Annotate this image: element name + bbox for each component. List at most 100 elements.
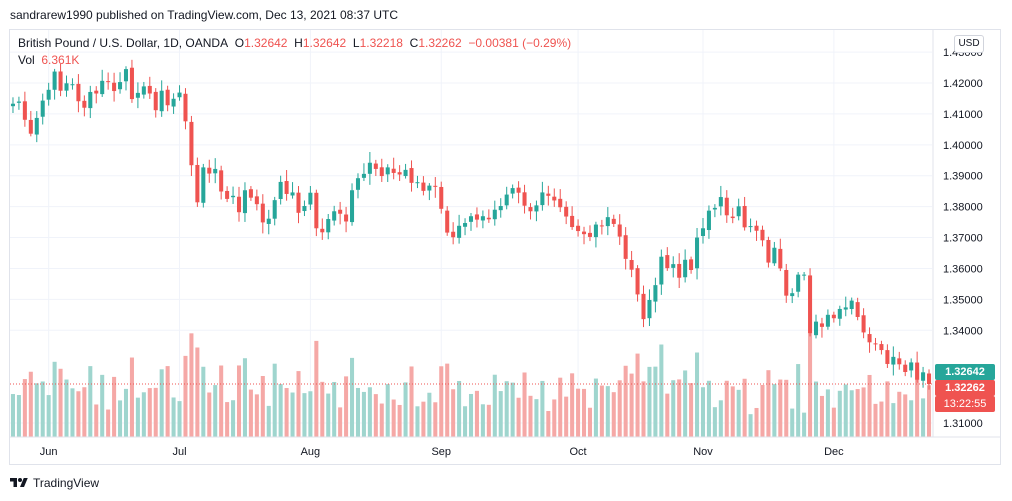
time-tick-label: Aug	[301, 446, 321, 458]
volume-bar	[825, 389, 830, 437]
volume-bar	[34, 383, 39, 437]
candle-body	[843, 307, 848, 310]
candle-body	[82, 100, 87, 108]
candle-body	[498, 206, 503, 211]
price-tick-label: 1.38000	[943, 202, 983, 214]
chart-frame	[9, 29, 1001, 465]
candle-body	[94, 90, 99, 94]
price-tick-label: 1.41000	[943, 109, 983, 121]
volume-bar	[903, 394, 908, 437]
candle-body	[100, 80, 105, 95]
volume-bar	[397, 404, 402, 437]
candle-body	[28, 119, 33, 134]
candle-body	[474, 214, 479, 220]
candle-body	[879, 344, 884, 351]
volume-bar	[141, 392, 146, 437]
volume-bar	[373, 394, 378, 437]
candle-body	[558, 198, 563, 208]
volume-bar	[421, 401, 426, 437]
candle-body	[141, 86, 146, 95]
candle-body	[421, 182, 426, 191]
candle-body	[808, 275, 813, 334]
volume-bar	[736, 389, 741, 437]
price-tick-label: 1.40000	[943, 140, 983, 152]
volume-bar	[22, 379, 27, 437]
volume-bar	[123, 388, 129, 437]
candle-body	[278, 181, 283, 200]
time-tick-label: Dec	[824, 446, 844, 458]
price-tick-label: 1.42000	[943, 78, 983, 90]
volume-bar	[516, 397, 521, 437]
candle-body	[784, 269, 789, 296]
volume-bar	[88, 366, 93, 437]
candle-body	[320, 228, 325, 233]
volume-bar	[635, 353, 640, 437]
volume-bar	[332, 381, 337, 437]
volume-bar	[855, 389, 860, 437]
candle-body	[135, 92, 140, 98]
volume-bar	[564, 396, 569, 437]
volume-bar	[391, 399, 396, 437]
volume-bar	[248, 389, 253, 437]
candle-body	[391, 168, 396, 173]
volume-bar	[254, 394, 259, 437]
candle-body	[10, 103, 15, 107]
candle-body	[153, 91, 158, 111]
volume-bar	[40, 381, 45, 437]
candle-body	[564, 206, 569, 217]
candle-body	[266, 218, 271, 224]
price-tick-label: 1.39000	[943, 171, 983, 183]
volume-bar	[724, 380, 729, 437]
candle-body	[308, 192, 313, 205]
footer: TradingView	[10, 476, 99, 490]
volume-bar	[558, 377, 563, 437]
volume-bar	[296, 371, 301, 437]
candle-body	[504, 194, 509, 206]
volume-bar	[695, 352, 700, 437]
volume-bar	[819, 395, 824, 437]
candle-body	[796, 274, 801, 292]
candle-body	[921, 372, 926, 381]
price-tick-label: 1.31000	[943, 418, 983, 430]
candle-body	[700, 228, 706, 237]
candle-body	[463, 223, 468, 227]
volume-bar	[219, 365, 224, 437]
candle-body	[647, 299, 652, 319]
volume-bar	[236, 365, 242, 437]
volume-bar	[231, 400, 236, 437]
volume-bar	[10, 394, 15, 437]
time-tick-label: Nov	[693, 446, 713, 458]
volume-bar	[921, 398, 926, 437]
volume-bar	[361, 391, 366, 437]
volume-bar	[58, 368, 63, 437]
ohlc-legend: British Pound / U.S. Dollar, 1D, OANDA O…	[18, 36, 572, 50]
candle-body	[177, 92, 182, 98]
candle-body	[231, 195, 236, 198]
open-price-tag: 1.32642	[935, 364, 995, 381]
volume-bar	[415, 406, 420, 437]
volume-bar	[873, 403, 878, 437]
volume-bar	[385, 384, 390, 437]
volume-bar	[486, 404, 491, 437]
candle-body	[540, 192, 545, 206]
volume-bar	[504, 381, 509, 437]
candle-body	[855, 302, 860, 317]
candle-body	[34, 117, 39, 135]
candle-body	[213, 168, 218, 174]
candle-body	[825, 314, 830, 327]
volume-bar	[552, 399, 557, 437]
volume-bar	[671, 380, 676, 437]
candle-body	[516, 187, 521, 193]
candle-body	[790, 293, 795, 297]
candle-body	[813, 321, 819, 336]
candle-body	[189, 121, 194, 166]
currency-button[interactable]: USD	[954, 35, 984, 53]
candle-body	[510, 188, 515, 194]
volume-bar	[480, 404, 485, 437]
volume-bar	[498, 391, 503, 437]
volume-bar	[350, 357, 355, 437]
volume-bar	[510, 382, 515, 437]
candle-body	[302, 206, 307, 212]
candle-body	[118, 82, 123, 90]
